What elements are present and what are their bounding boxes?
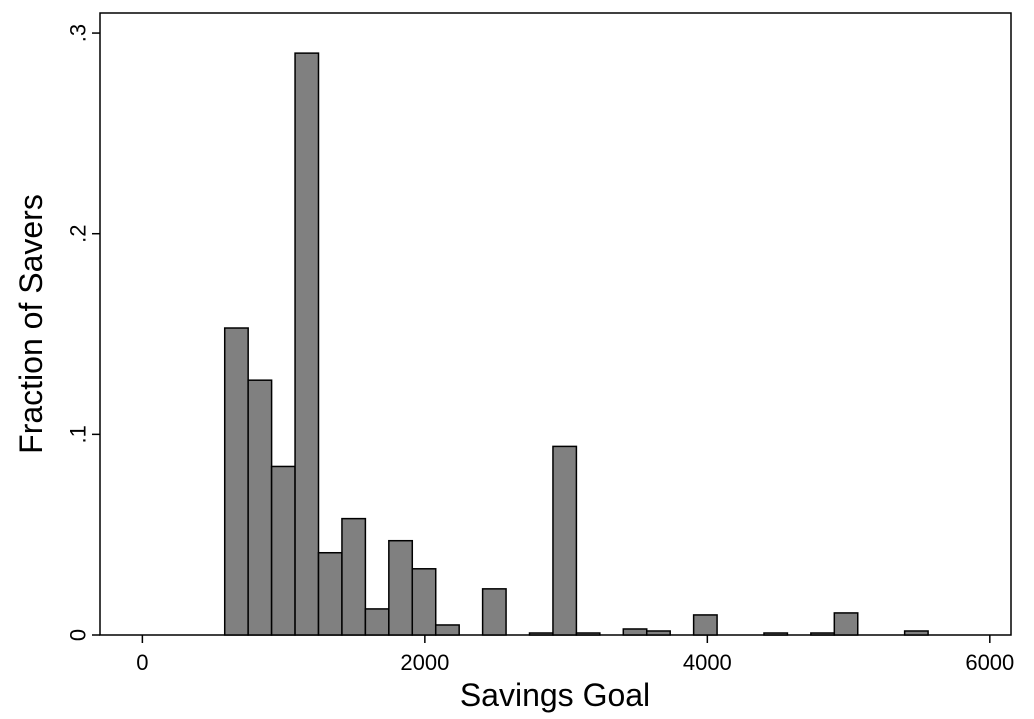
histogram-bar-7	[388, 539, 414, 636]
histogram-bar-3	[294, 52, 320, 636]
y-tick-label-3: .3	[66, 24, 91, 42]
y-tick-label-0: 0	[66, 629, 91, 641]
histogram-bar-13	[575, 632, 601, 636]
x-tick-label-2: 4000	[683, 650, 732, 675]
histogram-bar-5	[341, 517, 367, 636]
histogram-bar-17	[763, 632, 789, 636]
histogram-bar-15	[645, 630, 671, 636]
histogram-bar-0	[223, 327, 249, 636]
histogram-bar-6	[364, 608, 390, 636]
histogram-bar-20	[903, 630, 929, 636]
bars-group	[223, 52, 929, 636]
x-tick-label-0: 0	[136, 650, 148, 675]
y-axis-title: Fraction of Savers	[13, 194, 49, 454]
y-tick-label-2: .2	[66, 225, 91, 243]
histogram-bar-9	[434, 624, 460, 636]
histogram-bar-10	[481, 588, 507, 636]
histogram-bar-1	[247, 379, 273, 636]
x-axis-title: Savings Goal	[460, 677, 650, 713]
histogram-bar-2	[270, 465, 296, 636]
y-tick-label-1: .1	[66, 425, 91, 443]
histogram-bar-8	[411, 568, 437, 636]
histogram-bar-4	[317, 551, 343, 636]
histogram-bar-12	[552, 445, 578, 636]
histogram-bar-14	[622, 628, 648, 636]
histogram-bar-11	[528, 632, 554, 636]
histogram-bar-18	[810, 632, 836, 636]
histogram-bar-16	[692, 614, 718, 636]
y-axis: 0 .1 .2 .3	[66, 24, 100, 641]
x-tick-label-1: 2000	[400, 650, 449, 675]
histogram-bar-19	[833, 612, 859, 636]
x-axis: 0 2000 4000 6000	[136, 635, 1014, 675]
x-tick-label-3: 6000	[965, 650, 1014, 675]
